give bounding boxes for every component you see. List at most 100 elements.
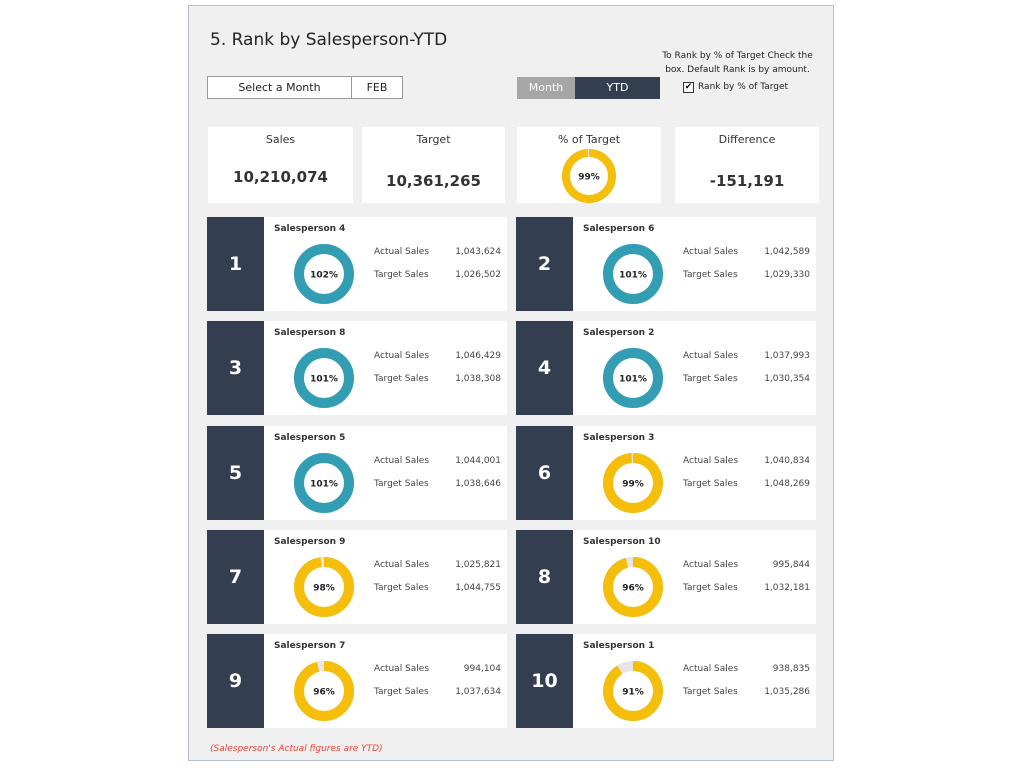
actual-value: 1,046,429: [455, 351, 501, 361]
target-value: 1,037,634: [455, 687, 501, 697]
kpi-card: [362, 127, 505, 203]
checkbox-label: Rank by % of Target: [698, 82, 789, 92]
kpi-label: Sales: [265, 133, 296, 146]
target-value: 1,030,354: [764, 374, 810, 384]
rank-box: 2: [516, 217, 573, 311]
actual-label: Actual Sales: [683, 351, 739, 361]
target-label: Target Sales: [683, 270, 738, 280]
kpi-card: [208, 127, 353, 203]
salesperson-name: Salesperson 9: [274, 537, 346, 547]
donut: 102%: [294, 244, 354, 304]
title: 5. Rank by Salesperson-YTD: [210, 30, 448, 50]
target-value: 1,038,308: [455, 374, 501, 384]
salesperson-name: Salesperson 8: [274, 328, 346, 338]
donut-label: 96%: [313, 688, 335, 698]
donut-label: 99%: [578, 173, 600, 183]
donut-label: 101%: [619, 375, 647, 385]
rank-box: 10: [516, 634, 573, 728]
checkbox[interactable]: ✔: [683, 82, 694, 93]
donut-label: 99%: [622, 480, 644, 490]
donut-label: 101%: [619, 271, 647, 281]
salesperson-name: Salesperson 2: [583, 328, 655, 338]
actual-label: Actual Sales: [683, 247, 739, 257]
donut: 96%: [603, 557, 663, 617]
actual-label: Actual Sales: [683, 664, 739, 674]
actual-value: 1,040,834: [764, 456, 810, 466]
target-value: 1,048,269: [764, 479, 810, 489]
donut: 101%: [603, 244, 663, 304]
actual-label: Actual Sales: [374, 247, 430, 257]
rank-box: 4: [516, 321, 573, 415]
target-label: Target Sales: [374, 479, 429, 489]
kpi-value: -151,191: [709, 172, 785, 190]
target-label: Target Sales: [683, 479, 738, 489]
donut-arc: [603, 348, 663, 408]
actual-value: 1,044,001: [455, 456, 501, 466]
donut-label: 96%: [622, 584, 644, 594]
toggle-ytd[interactable]: YTD: [575, 77, 660, 99]
salesperson-name: Salesperson 7: [274, 641, 346, 651]
donut-arc: [294, 348, 354, 408]
kpi-label: % of Target: [557, 133, 621, 146]
footer-note: (Salesperson's Actual figures are YTD): [210, 744, 383, 754]
actual-label: Actual Sales: [374, 560, 430, 570]
target-label: Target Sales: [683, 583, 738, 593]
donut-arc: [603, 557, 663, 617]
salesperson-name: Salesperson 3: [583, 433, 655, 443]
donut: 101%: [294, 453, 354, 513]
rank-box: 1: [207, 217, 264, 311]
actual-label: Actual Sales: [374, 351, 430, 361]
donut-arc: [294, 661, 354, 721]
donut: 96%: [294, 661, 354, 721]
rank-box: 8: [516, 530, 573, 624]
kpi-label: Target: [416, 133, 451, 146]
donut-arc: [603, 453, 663, 513]
donut: 91%: [603, 661, 663, 721]
donut: 99%: [562, 149, 616, 203]
donut-arc: [294, 453, 354, 513]
donut-arc: [294, 244, 354, 304]
salesperson-name: Salesperson 1: [583, 641, 655, 651]
donut: 98%: [294, 557, 354, 617]
target-label: Target Sales: [374, 687, 429, 697]
donut-arc: [562, 149, 616, 203]
salesperson-name: Salesperson 5: [274, 433, 346, 443]
actual-value: 995,844: [772, 560, 810, 570]
donut-label: 102%: [310, 271, 338, 281]
actual-value: 938,835: [772, 664, 810, 674]
actual-label: Actual Sales: [683, 560, 739, 570]
month-select-label: Select a Month: [207, 76, 352, 99]
donut: 101%: [294, 348, 354, 408]
donut-label: 98%: [313, 584, 335, 594]
target-value: 1,038,646: [455, 479, 501, 489]
target-label: Target Sales: [683, 687, 738, 697]
note: To Rank by % of Target Check the box. De…: [662, 51, 813, 75]
target-label: Target Sales: [374, 583, 429, 593]
kpi-card: [675, 127, 819, 203]
actual-value: 1,037,993: [764, 351, 810, 361]
actual-value: 1,025,821: [455, 560, 501, 570]
target-value: 1,032,181: [764, 583, 810, 593]
actual-value: 994,104: [463, 664, 501, 674]
month-select[interactable]: FEB: [351, 76, 403, 99]
kpi-value: 10,361,265: [386, 172, 481, 190]
kpi-label: Difference: [718, 133, 776, 146]
actual-label: Actual Sales: [374, 664, 430, 674]
rank-box: 6: [516, 426, 573, 520]
donut-label: 101%: [310, 480, 338, 490]
donut-arc: [294, 557, 354, 617]
target-value: 1,029,330: [764, 270, 810, 280]
rank-box: 9: [207, 634, 264, 728]
actual-label: Actual Sales: [683, 456, 739, 466]
donut-label: 91%: [622, 688, 644, 698]
rank-box: 3: [207, 321, 264, 415]
kpi-value: 10,210,074: [233, 168, 328, 186]
toggle-month[interactable]: Month: [517, 77, 575, 99]
donut-arc: [603, 244, 663, 304]
actual-value: 1,042,589: [764, 247, 810, 257]
donut: 101%: [603, 348, 663, 408]
target-value: 1,026,502: [455, 270, 501, 280]
target-label: Target Sales: [374, 270, 429, 280]
donut: 99%: [603, 453, 663, 513]
salesperson-name: Salesperson 10: [583, 537, 661, 547]
